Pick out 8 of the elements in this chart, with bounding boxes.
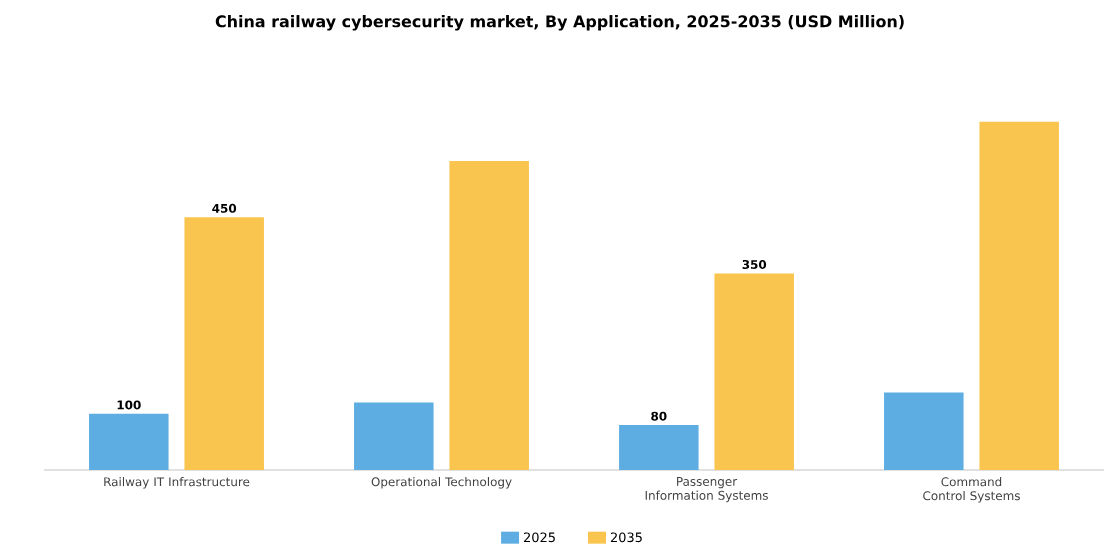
bar [884,392,964,470]
bar [449,161,529,470]
bar [184,217,264,470]
bar [89,413,169,470]
bar [979,121,1059,470]
bar [619,425,699,470]
bar [354,402,434,470]
bar [714,273,794,470]
